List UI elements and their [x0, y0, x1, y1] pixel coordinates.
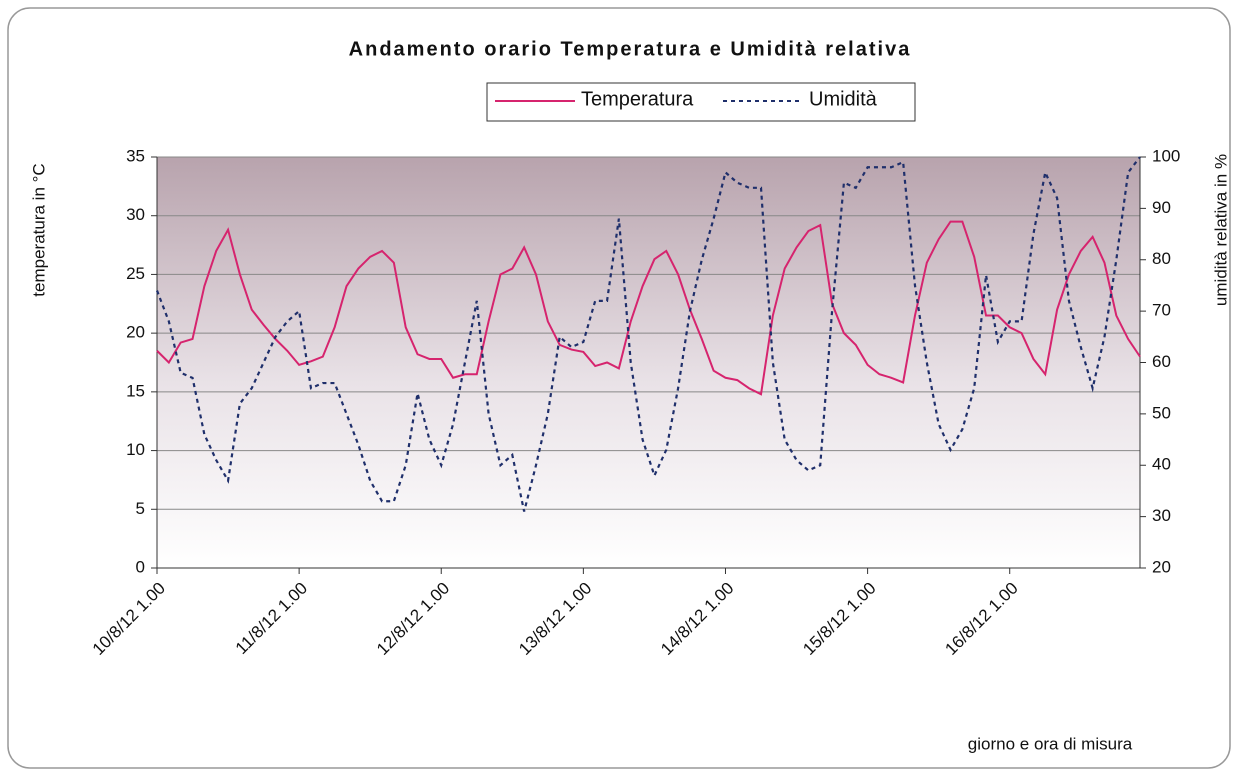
y2-tick-label: 60 [1152, 352, 1171, 371]
legend-label: Umidità [809, 88, 878, 110]
x-tick-label: 16/8/12 1.00 [941, 579, 1021, 659]
y-tick-label: 30 [126, 205, 145, 224]
x-tick-label: 12/8/12 1.00 [373, 579, 453, 659]
y-tick-label: 20 [126, 323, 145, 342]
y2-tick-label: 80 [1152, 249, 1171, 268]
plot-area [157, 157, 1140, 568]
chart-title: Andamento orario Temperatura e Umidità r… [349, 38, 912, 60]
y2-tick-label: 40 [1152, 455, 1171, 474]
y-tick-label: 10 [126, 440, 145, 459]
y-tick-label: 25 [126, 264, 145, 283]
y2-tick-label: 100 [1152, 146, 1180, 165]
y2-axis-label: umidità relativa in % [1211, 154, 1230, 306]
data-line [156, 220, 1141, 396]
x-tick-label: 15/8/12 1.00 [799, 579, 879, 659]
x-axis-label: giorno e ora di misura [968, 734, 1133, 753]
data-line [155, 156, 1141, 512]
y-tick-label: 5 [136, 499, 145, 518]
y2-tick-label: 50 [1152, 403, 1171, 422]
legend-label: Temperatura [581, 88, 694, 110]
x-tick-label: 11/8/12 1.00 [232, 579, 311, 658]
y2-tick-label: 90 [1152, 198, 1171, 217]
y-tick-label: 35 [126, 146, 145, 165]
x-tick-label: 13/8/12 1.00 [515, 579, 595, 659]
y2-tick-label: 30 [1152, 506, 1171, 525]
x-tick-label: 10/8/12 1.00 [89, 579, 169, 659]
y-tick-label: 0 [136, 557, 145, 576]
y2-tick-label: 20 [1152, 557, 1171, 576]
y-tick-label: 15 [126, 381, 145, 400]
y2-tick-label: 70 [1152, 301, 1171, 320]
frame [7, 7, 1231, 769]
y-axis-label: temperatura in °C [29, 163, 48, 296]
x-tick-label: 14/8/12 1.00 [657, 579, 737, 659]
